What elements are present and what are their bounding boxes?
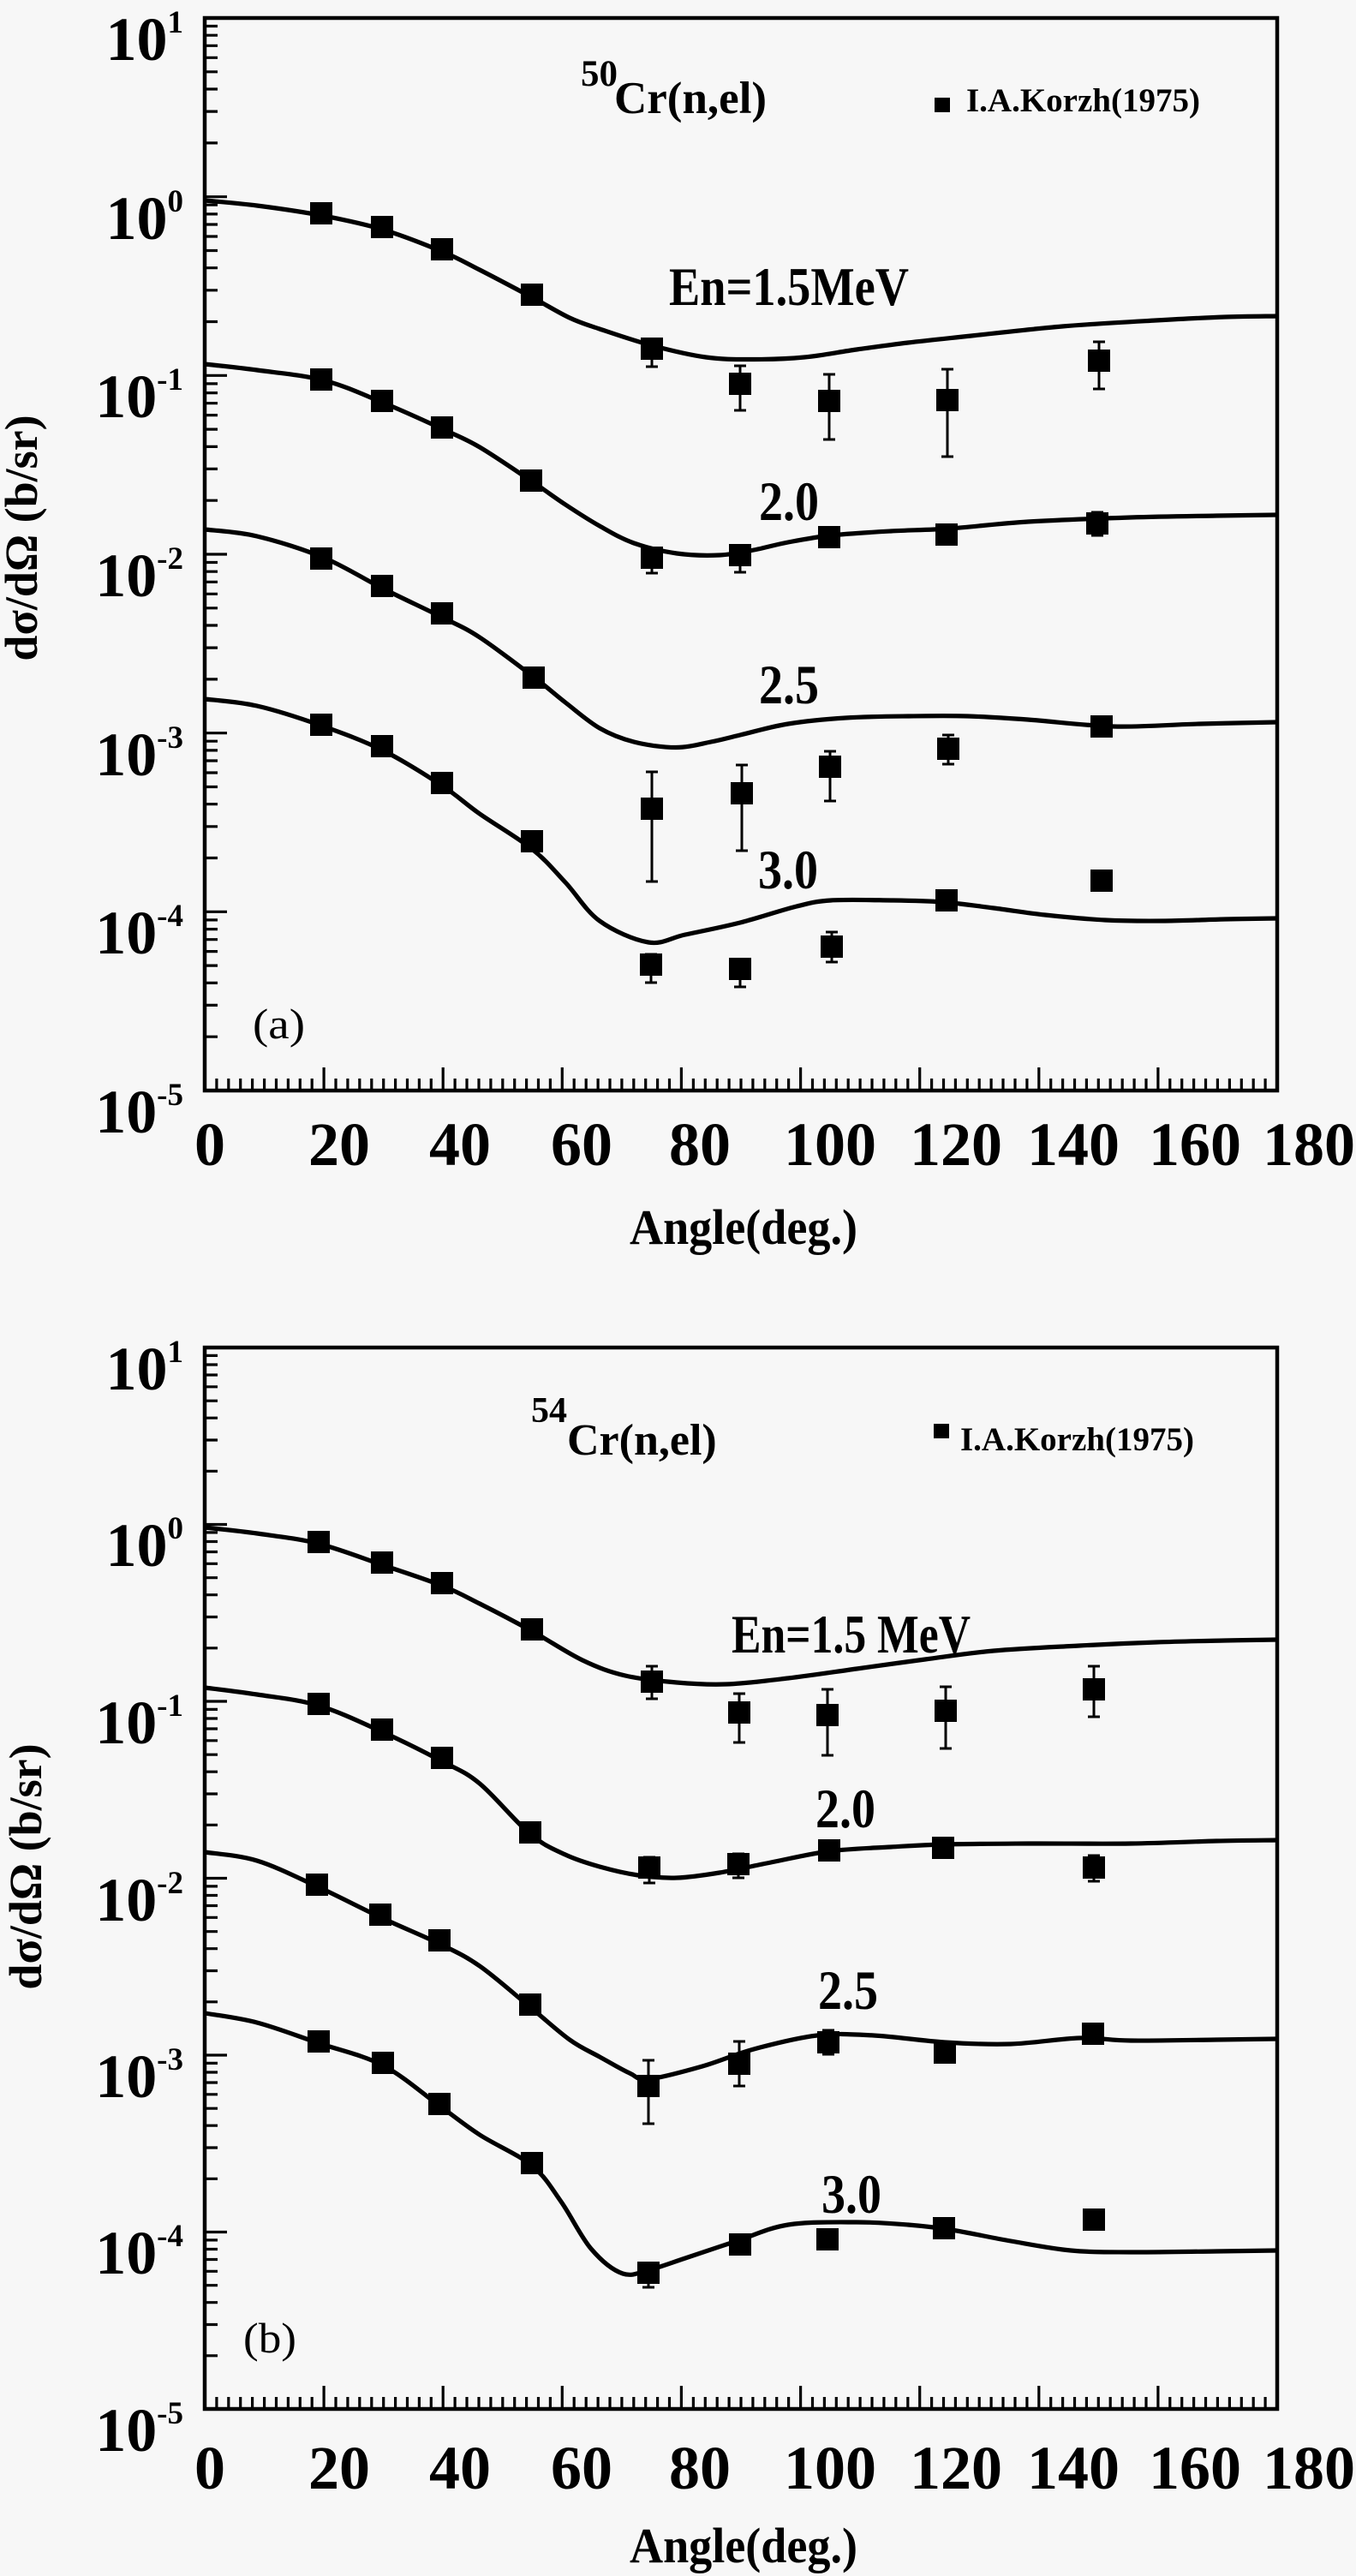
svg-text:10: 10 [106, 5, 168, 74]
svg-text:Angle(deg.): Angle(deg.) [630, 1199, 857, 1255]
svg-text:I.A.Korzh(1975): I.A.Korzh(1975) [966, 82, 1200, 119]
svg-text:1: 1 [168, 1335, 184, 1370]
svg-text:2.5: 2.5 [818, 1960, 878, 2022]
svg-text:Angle(deg.): Angle(deg.) [630, 2518, 857, 2573]
svg-text:0: 0 [194, 2434, 225, 2502]
svg-text:140: 140 [1027, 2434, 1120, 2502]
svg-text:100: 100 [784, 1110, 876, 1179]
svg-text:-5: -5 [157, 1078, 183, 1113]
svg-text:50: 50 [581, 54, 618, 94]
svg-text:54: 54 [531, 1391, 567, 1431]
svg-text:10: 10 [106, 1335, 168, 1403]
svg-text:180: 180 [1263, 2434, 1355, 2502]
svg-text:-3: -3 [157, 2042, 183, 2077]
svg-text:10: 10 [95, 1078, 157, 1146]
svg-text:-5: -5 [157, 2396, 183, 2431]
svg-text:10: 10 [95, 362, 157, 431]
svg-text:10: 10 [95, 899, 157, 967]
svg-text:(a): (a) [253, 1000, 305, 1048]
svg-text:2.5: 2.5 [759, 654, 819, 716]
svg-text:80: 80 [669, 2434, 731, 2502]
svg-text:120: 120 [910, 1110, 1002, 1179]
svg-text:120: 120 [910, 2434, 1002, 2502]
svg-text:En=1.5MeV: En=1.5MeV [669, 257, 909, 317]
svg-text:180: 180 [1263, 1110, 1355, 1179]
svg-text:20: 20 [308, 1110, 370, 1179]
svg-text:2.0: 2.0 [815, 1778, 875, 1840]
svg-text:10: 10 [106, 1511, 168, 1580]
svg-text:Cr(n,el): Cr(n,el) [614, 74, 767, 123]
svg-text:-3: -3 [157, 720, 183, 756]
svg-text:100: 100 [784, 2434, 876, 2502]
svg-text:I.A.Korzh(1975): I.A.Korzh(1975) [960, 1421, 1194, 1458]
svg-text:(b): (b) [243, 2314, 296, 2362]
svg-text:2.0: 2.0 [759, 471, 819, 533]
svg-text:10: 10 [95, 2042, 157, 2111]
svg-text:10: 10 [106, 184, 168, 253]
svg-text:60: 60 [551, 1110, 612, 1179]
svg-text:-1: -1 [157, 362, 183, 397]
svg-text:10: 10 [95, 541, 157, 610]
svg-text:0: 0 [168, 1511, 184, 1546]
svg-text:40: 40 [429, 2434, 491, 2502]
svg-text:dσ/dΩ (b/sr): dσ/dΩ (b/sr) [0, 415, 47, 660]
svg-text:10: 10 [95, 2219, 157, 2287]
svg-text:-2: -2 [157, 541, 183, 577]
svg-text:140: 140 [1027, 1110, 1120, 1179]
svg-text:10: 10 [95, 1866, 157, 1934]
svg-text:-4: -4 [157, 899, 183, 934]
svg-text:0: 0 [168, 184, 184, 219]
svg-text:10: 10 [95, 720, 157, 789]
svg-text:En=1.5 MeV: En=1.5 MeV [732, 1605, 971, 1665]
svg-text:3.0: 3.0 [758, 840, 818, 901]
svg-text:160: 160 [1149, 1110, 1241, 1179]
svg-text:Cr(n,el): Cr(n,el) [567, 1416, 717, 1465]
svg-text:3.0: 3.0 [821, 2164, 881, 2226]
svg-text:-4: -4 [157, 2219, 183, 2254]
svg-text:-1: -1 [157, 1688, 183, 1724]
svg-text:10: 10 [95, 1688, 157, 1757]
svg-text:60: 60 [551, 2434, 612, 2502]
svg-text:160: 160 [1149, 2434, 1241, 2502]
svg-text:20: 20 [308, 2434, 370, 2502]
svg-text:-2: -2 [157, 1866, 183, 1901]
svg-text:1: 1 [168, 5, 184, 40]
svg-text:40: 40 [429, 1110, 491, 1179]
svg-text:dσ/dΩ (b/sr): dσ/dΩ (b/sr) [0, 1743, 51, 1989]
svg-text:10: 10 [95, 2396, 157, 2465]
svg-text:0: 0 [194, 1110, 225, 1179]
svg-text:80: 80 [669, 1110, 731, 1179]
